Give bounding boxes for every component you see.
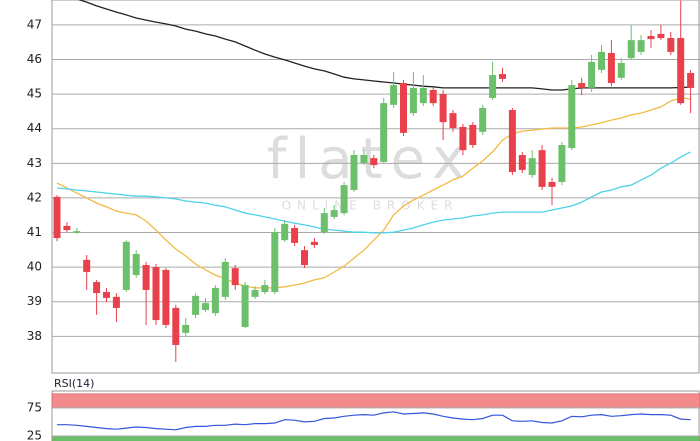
- candle-body: [172, 307, 180, 345]
- y-tick-label: 75: [27, 400, 42, 414]
- candle-body: [469, 124, 477, 145]
- y-tick-label: 44: [27, 121, 42, 135]
- candle-body: [182, 324, 190, 333]
- rsi-band: [52, 393, 700, 409]
- candle-body: [330, 210, 338, 217]
- y-tick-label: 43: [27, 156, 42, 170]
- candle-body: [459, 126, 467, 151]
- candle-body: [548, 182, 556, 187]
- candle-body: [152, 267, 160, 321]
- y-tick-label: 45: [27, 87, 42, 101]
- candle-body: [320, 213, 328, 233]
- candle-body: [617, 62, 625, 78]
- candle-body: [142, 265, 150, 290]
- y-tick-label: 40: [27, 260, 42, 274]
- y-tick-label: 46: [27, 52, 42, 66]
- y-tick-label: 38: [27, 329, 42, 343]
- candle-body: [132, 253, 140, 276]
- plot-frame: [51, 0, 700, 374]
- candle-body: [340, 185, 348, 214]
- candle-body: [63, 225, 71, 231]
- candle-body: [103, 292, 110, 298]
- candle-body: [231, 268, 239, 286]
- watermark-sub: ONLINE BROKER: [282, 199, 459, 213]
- candle-body: [400, 83, 407, 133]
- candle-body: [271, 232, 279, 293]
- y-tick-label: 41: [27, 225, 42, 239]
- moving-average: [56, 151, 691, 234]
- candle-body: [73, 231, 81, 233]
- y-tick-label: 42: [27, 190, 42, 204]
- candle-body: [202, 303, 209, 311]
- candle-body: [588, 61, 596, 88]
- candle-body: [390, 85, 398, 105]
- candle-body: [409, 87, 417, 114]
- candle-body: [281, 223, 289, 241]
- rsi-title: RSI(14): [54, 377, 94, 390]
- candle-body: [439, 94, 447, 123]
- candle-body: [508, 110, 516, 172]
- candle-body: [53, 196, 61, 239]
- candle-body: [261, 285, 269, 293]
- candle-body: [518, 155, 526, 170]
- candle-body: [211, 287, 219, 314]
- candle-body: [627, 40, 635, 59]
- candle-body: [350, 155, 358, 190]
- candle-body: [291, 228, 299, 243]
- candle-body: [489, 75, 497, 98]
- candle-body: [578, 83, 586, 88]
- rsi-band: [52, 435, 700, 441]
- candle-body: [112, 296, 120, 308]
- candle-body: [499, 74, 506, 79]
- candle-body: [83, 259, 91, 272]
- candle-body: [301, 250, 308, 266]
- plot-area: [52, 393, 700, 441]
- candle-body: [607, 52, 615, 84]
- candle-body: [647, 35, 655, 40]
- candle-body: [687, 73, 695, 88]
- y-tick-label: 39: [27, 294, 42, 308]
- candle-body: [370, 158, 378, 166]
- candle-body: [637, 40, 645, 52]
- watermark-logo: flatex: [267, 127, 473, 192]
- candle-body: [221, 261, 229, 297]
- candle-body: [310, 241, 318, 245]
- y-tick-label: 25: [27, 428, 42, 441]
- y-tick-label: 47: [27, 17, 42, 31]
- rsi-line: [57, 411, 691, 431]
- candle-body: [667, 38, 675, 52]
- candle-body: [251, 289, 259, 297]
- candle-body: [657, 33, 665, 39]
- candle-body: [380, 103, 388, 162]
- moving-average: [77, 0, 691, 91]
- moving-average: [56, 97, 691, 289]
- candle-body: [479, 107, 487, 132]
- candle-body: [192, 295, 200, 315]
- candle-body: [598, 51, 605, 70]
- candle-body: [568, 85, 576, 149]
- candle-body: [429, 89, 437, 104]
- candle-body: [93, 281, 101, 294]
- candle-body: [449, 113, 457, 129]
- candle-body: [419, 87, 427, 104]
- candle-body: [558, 144, 566, 183]
- candle-body: [122, 241, 130, 290]
- candle-body: [360, 155, 368, 163]
- candle-body: [538, 150, 546, 187]
- candle-body: [528, 158, 536, 176]
- candle-body: [162, 269, 170, 325]
- rsi-frame: [51, 390, 700, 441]
- plot-area: [52, 0, 700, 362]
- candle-body: [241, 285, 249, 327]
- candle-body: [677, 38, 685, 104]
